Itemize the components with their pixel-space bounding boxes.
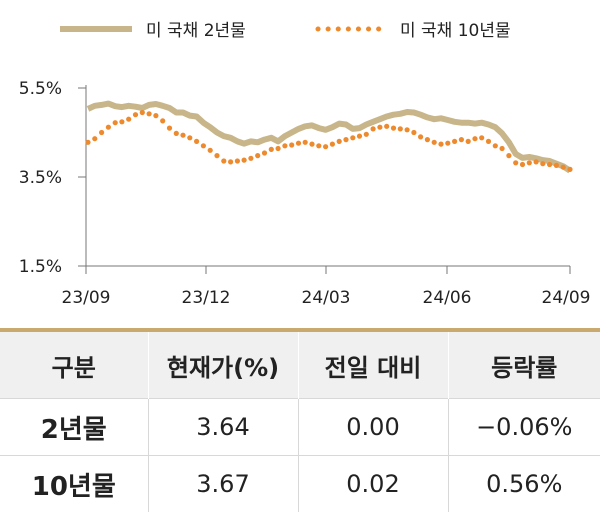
header-rate: 등락률 [448,332,600,399]
series-point-10y [147,111,152,116]
x-tick-label: 23/12 [182,288,231,308]
x-tick-label: 24/06 [423,288,472,308]
series-point-10y [445,141,450,146]
series-point-10y [242,158,247,163]
series-point-10y [534,159,539,164]
series-point-10y [438,142,443,147]
series-point-10y [85,140,90,145]
series-point-10y [384,124,389,129]
series-point-10y [513,160,518,165]
series-point-10y [133,112,138,117]
series-point-10y [180,133,185,138]
series-point-10y [208,148,213,153]
series-point-10y [540,161,545,166]
series-point-10y [153,113,158,118]
series-point-10y [350,135,355,140]
series-point-10y [554,163,559,168]
series-point-10y [371,126,376,131]
series-point-10y [269,147,274,152]
legend: 미 국채 2년물 미 국채 10년물 [60,21,511,41]
plot-series [85,104,572,172]
series-point-10y [425,137,430,142]
series-point-10y [113,120,118,125]
cell-price: 3.64 [148,399,298,456]
series-point-10y [364,132,369,137]
series-point-10y [466,139,471,144]
series-line-2y [88,104,570,171]
table-row: 2년물 3.64 0.00 −0.06% [0,399,600,456]
series-point-10y [221,158,226,163]
series-point-10y [276,146,281,151]
series-point-10y [405,127,410,132]
series-point-10y [418,134,423,139]
series-point-10y [486,139,491,144]
series-point-10y [316,143,321,148]
series-point-10y [160,118,165,123]
row-label: 2년물 [0,399,148,456]
y-tick-label: 1.5% [19,257,62,277]
x-tick-label: 24/09 [542,288,591,308]
series-point-10y [459,137,464,142]
series-point-10y [479,135,484,140]
series-point-10y [255,153,260,158]
series-point-10y [398,126,403,131]
series-point-10y [493,143,498,148]
series-point-10y [323,144,328,149]
series-point-10y [391,126,396,131]
series-point-10y [520,162,525,167]
series-point-10y [411,130,416,135]
series-point-10y [296,141,301,146]
series-point-10y [377,125,382,130]
series-point-10y [119,119,124,124]
series-point-10y [228,159,233,164]
series-point-10y [432,140,437,145]
series-point-10y [92,136,97,141]
series-point-10y [201,143,206,148]
series-point-10y [126,117,131,122]
series-point-10y [472,136,477,141]
series-point-10y [235,158,240,163]
series-point-10y [106,125,111,130]
series-point-10y [567,167,572,172]
series-point-10y [214,153,219,158]
series-point-10y [187,135,192,140]
header-change: 전일 대비 [298,332,448,399]
series-point-10y [547,162,552,167]
x-tick-label: 24/03 [302,288,351,308]
yield-summary-table: 구분 현재가(%) 전일 대비 등락률 2년물 3.64 0.00 −0.06%… [0,332,600,512]
header-price: 현재가(%) [148,332,298,399]
series-point-10y [527,160,532,165]
series-point-10y [561,165,566,170]
series-point-10y [262,150,267,155]
table-header-row: 구분 현재가(%) 전일 대비 등락률 [0,332,600,399]
y-tick-label: 3.5% [19,168,62,188]
legend-label-2y: 미 국채 2년물 [146,21,246,41]
series-point-10y [330,142,335,147]
chart-area: 미 국채 2년물 미 국채 10년물 5.5% 3.5% 1.5% 23/09 … [0,0,600,326]
series-point-10y [506,153,511,158]
series-point-10y [194,139,199,144]
series-point-10y [140,110,145,115]
x-tick-label: 23/09 [62,288,111,308]
series-point-10y [357,134,362,139]
legend-label-10y: 미 국채 10년물 [400,21,511,41]
y-tick-label: 5.5% [19,79,62,99]
header-category: 구분 [0,332,148,399]
series-point-10y [337,139,342,144]
series-point-10y [167,126,172,131]
cell-change: 0.00 [298,399,448,456]
series-point-10y [452,139,457,144]
series-point-10y [248,156,253,161]
series-point-10y [303,140,308,145]
series-point-10y [282,143,287,148]
series-point-10y [174,131,179,136]
series-point-10y [309,142,314,147]
cell-rate: −0.06% [448,399,600,456]
series-point-10y [289,142,294,147]
series-point-10y [343,137,348,142]
series-point-10y [99,130,104,135]
series-point-10y [500,146,505,151]
